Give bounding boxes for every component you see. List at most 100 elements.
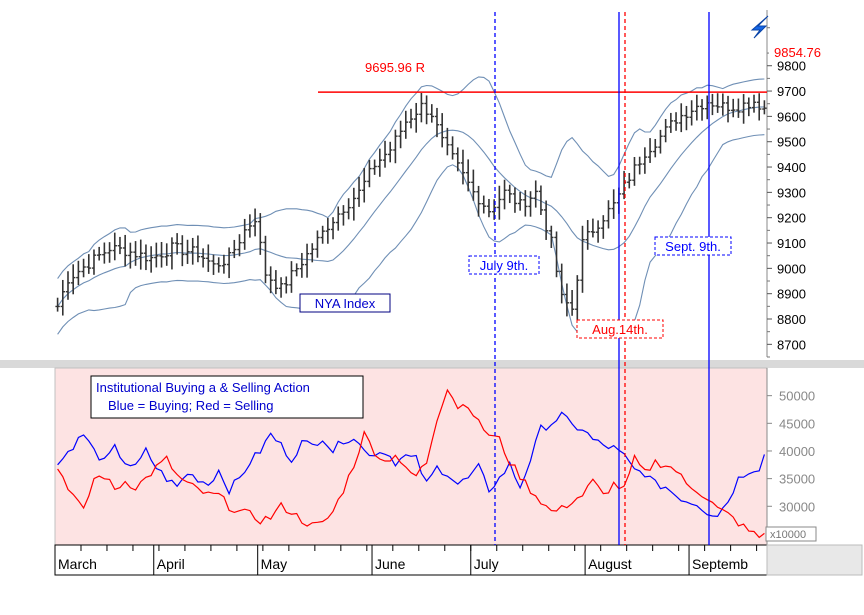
price-bar	[601, 215, 606, 239]
event-annotation-box	[654, 236, 732, 256]
price-y-tick-label: 9800	[777, 59, 806, 74]
month-label: April	[157, 556, 185, 572]
price-bar	[351, 187, 357, 221]
price-bar	[549, 225, 554, 248]
price-bar	[538, 185, 544, 215]
scale-label: x10000	[770, 529, 806, 541]
price-bar	[159, 241, 164, 268]
price-bar	[424, 95, 429, 125]
price-y-tick-label: 9400	[777, 160, 806, 175]
price-bar	[76, 260, 81, 286]
price-bar	[632, 157, 637, 186]
price-bar	[606, 200, 611, 229]
price-bar	[465, 159, 471, 192]
price-bar	[434, 107, 440, 138]
price-bar	[367, 159, 372, 188]
event-annotation-box	[468, 255, 540, 275]
price-bar	[252, 208, 258, 237]
price-bar	[413, 102, 419, 133]
price-bar	[512, 187, 518, 213]
price-bar	[242, 218, 247, 250]
price-bar	[70, 264, 76, 295]
price-bar	[528, 191, 533, 217]
price-bar	[195, 235, 201, 263]
price-bar	[122, 234, 128, 267]
price-bar	[304, 243, 310, 278]
flow-panel: 250003000035000400004500050000x10000Inst…	[54, 367, 817, 546]
price-bar	[611, 189, 616, 219]
price-bar	[741, 94, 746, 124]
price-bar	[491, 199, 497, 220]
price-bar	[746, 97, 752, 117]
price-bar	[751, 94, 757, 113]
price-bar	[663, 118, 668, 143]
price-bar	[679, 103, 684, 133]
price-bar	[481, 195, 486, 214]
price-bar	[294, 263, 299, 277]
price-bar	[174, 233, 180, 255]
price-bar	[564, 283, 570, 317]
price-bar	[762, 100, 767, 115]
price-bar	[647, 138, 653, 163]
price-bar	[710, 93, 715, 116]
price-y-tick-label: 9500	[777, 135, 806, 150]
price-y-tick-label: 8900	[777, 287, 806, 302]
price-y-tick-label: 9700	[777, 84, 806, 99]
price-bar	[325, 217, 331, 244]
overlay-layer: March April May June July August Septemb July 9…	[54, 12, 863, 576]
buying-series-line	[57, 411, 765, 518]
price-bar	[232, 239, 237, 259]
price-bar	[377, 148, 383, 177]
price-bar	[543, 200, 549, 240]
index-label-box	[299, 293, 391, 313]
price-bar	[595, 220, 601, 243]
selling-series-line	[57, 388, 765, 539]
price-bar	[497, 185, 502, 220]
last-value-arrow-icon	[750, 15, 769, 39]
price-bar	[694, 94, 700, 121]
resistance-label: 9695.96 R	[365, 60, 425, 75]
price-bar	[154, 242, 159, 268]
price-bar	[133, 241, 138, 266]
price-bar	[689, 100, 694, 126]
price-bar	[736, 98, 741, 118]
date-axis-corner	[766, 544, 863, 576]
price-y-tick-label: 8800	[777, 312, 806, 327]
price-y-tick-label: 9600	[777, 109, 806, 124]
price-bar	[81, 258, 86, 278]
bollinger-lower-line	[57, 134, 765, 335]
price-y-tick-label: 8700	[777, 337, 806, 352]
price-bar	[419, 93, 424, 123]
month-label: Septemb	[692, 556, 748, 572]
price-y-tick-label: 9300	[777, 185, 806, 200]
price-bar	[445, 127, 450, 156]
price-bar	[107, 242, 112, 263]
index-label: NYA Index	[315, 296, 376, 311]
price-bar	[112, 232, 117, 261]
price-bar	[138, 239, 143, 270]
price-bar	[289, 261, 294, 293]
price-bar	[102, 242, 107, 264]
event-annotation-box	[576, 319, 664, 339]
price-bar	[237, 234, 242, 257]
price-bar	[471, 169, 476, 201]
price-bar	[590, 218, 596, 238]
price-bar	[310, 243, 315, 263]
price-bar	[91, 249, 97, 275]
price-bar	[299, 252, 305, 278]
price-bar	[55, 297, 60, 312]
month-label: June	[375, 556, 406, 572]
price-bar	[346, 198, 351, 220]
price-bar	[341, 205, 346, 226]
price-bar	[439, 113, 445, 148]
flow-y-tick-label: 50000	[779, 389, 815, 404]
price-bar	[575, 275, 580, 322]
price-bar	[715, 93, 720, 113]
price-bar	[658, 129, 663, 154]
price-bar	[533, 180, 538, 208]
price-bar	[315, 230, 320, 258]
price-bar	[185, 239, 190, 264]
price-bar	[320, 225, 325, 244]
price-bar	[60, 279, 65, 316]
price-bar	[221, 254, 227, 274]
